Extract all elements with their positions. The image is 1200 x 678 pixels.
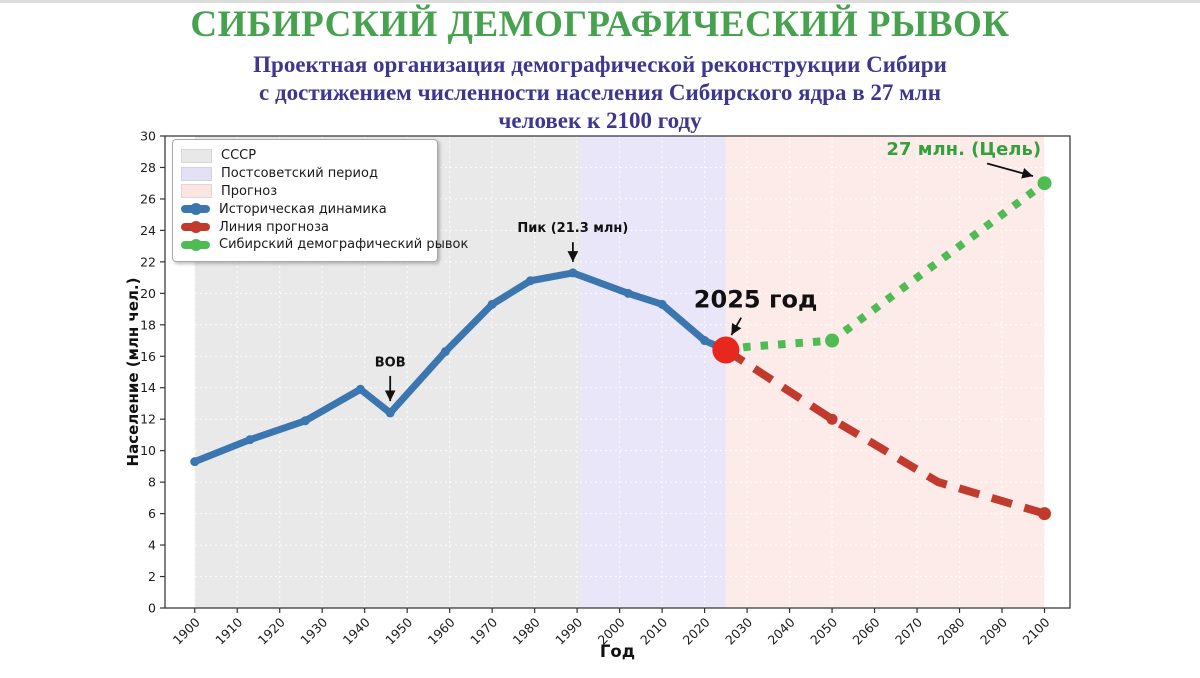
annotation-text-1: Пик (21.3 млн) [517, 221, 628, 236]
y-tick-label: 16 [140, 349, 156, 364]
legend-item-0: СССР [181, 147, 429, 165]
goal-line-2100-marker [1037, 176, 1052, 191]
annotation-text-0: ВОВ [375, 355, 406, 370]
annotation-arrow-2 [730, 317, 742, 336]
x-tick-label: 1970 [467, 614, 500, 647]
top-strip [0, 0, 1200, 3]
x-tick-label: 1910 [212, 614, 245, 647]
legend-label: Прогноз [221, 183, 278, 199]
annotation-text-3: 27 млн. (Цель) [886, 139, 1041, 160]
y-tick-label: 6 [148, 506, 156, 521]
annotations: ВОВ Пик (21.3 млн) 2025 год 27 млн. (Цель) [375, 139, 1041, 402]
x-tick-label: 2050 [807, 614, 840, 647]
x-tick-label: 2030 [722, 614, 755, 647]
legend-label: Сибирский демографический рывок [219, 237, 469, 253]
forecast-2100-marker [1038, 507, 1052, 521]
x-tick-label: 2020 [680, 614, 713, 647]
x-tick-label: 1990 [552, 614, 585, 647]
legend-label: Постсоветский период [221, 166, 378, 182]
x-tick-label: 2080 [935, 614, 968, 647]
x-tick-label: 2070 [892, 614, 925, 647]
x-tick-label: 1920 [255, 614, 288, 647]
legend-item-1: Постсоветский период [181, 165, 429, 183]
legend-item-3: Историческая динамика [181, 200, 429, 218]
legend-swatch-marker [189, 221, 202, 234]
legend-item-5: Сибирский демографический рывок [181, 236, 468, 254]
y-tick-label: 10 [140, 443, 156, 458]
chart-legend: СССР Постсоветский период Прогноз Историчес… [172, 139, 468, 262]
legend-item-4: Линия прогноза [181, 218, 429, 236]
legend-swatch [181, 203, 210, 216]
y-tick-label: 4 [148, 538, 156, 553]
axes [160, 135, 1071, 613]
x-axis-title: Год [600, 642, 635, 661]
y-tick-label: 26 [140, 191, 156, 206]
y-tick-label: 8 [148, 475, 156, 490]
y-tick-label: 22 [140, 254, 156, 269]
y-tick-label: 14 [140, 380, 156, 395]
region-2 [725, 136, 1045, 608]
annotation-arrow-3 [986, 162, 1034, 179]
y-tick-label: 0 [148, 601, 156, 616]
x-tick-label: 1960 [425, 614, 458, 647]
legend-label: Линия прогноза [219, 219, 329, 235]
x-tick-label: 2010 [637, 614, 670, 647]
subtitle-line-1: Проектная организация демографической ре… [253, 52, 947, 77]
page-subtitle: Проектная организация демографической ре… [0, 51, 1200, 135]
forecast-2050-marker [826, 413, 838, 425]
x-tick-label: 1950 [382, 614, 415, 647]
legend-label: СССР [221, 148, 257, 164]
x-tick-label: 1980 [510, 614, 543, 647]
subtitle-line-3: человек к 2100 году [498, 108, 702, 133]
y-tick-label: 2 [148, 569, 156, 584]
y-tick-label: 28 [140, 160, 156, 175]
legend-swatch [181, 148, 212, 163]
x-tick-label: 2040 [765, 614, 798, 647]
legend-label: Историческая динамика [219, 201, 387, 217]
series-line-1 [723, 346, 1046, 518]
y-tick-label: 30 [140, 129, 156, 144]
y-tick-label: 18 [140, 317, 156, 332]
year-2025-marker [712, 336, 740, 364]
y-tick-label: 24 [140, 223, 156, 238]
x-tick-label: 2060 [850, 614, 883, 647]
y-axis-title: Население (млн чел.) [124, 278, 142, 467]
region-1 [581, 136, 726, 608]
x-tick-label: 1900 [170, 614, 203, 647]
page-title: СИБИРСКИЙ ДЕМОГРАФИЧЕСКИЙ РЫВОК [190, 4, 1010, 45]
y-tick-label: 12 [140, 412, 156, 427]
x-tick-label: 2090 [977, 614, 1010, 647]
goal-line-2050-marker [825, 333, 840, 348]
legend-swatch [181, 184, 212, 199]
highlight-markers [712, 176, 1052, 521]
subtitle-line-2: с достижением численности населения Сиби… [259, 80, 941, 105]
y-tick-label: 20 [140, 286, 156, 301]
legend-item-2: Прогноз [181, 183, 429, 201]
legend-swatch-marker [189, 203, 202, 216]
legend-swatch [181, 238, 210, 251]
x-tick-label: 2100 [1020, 614, 1053, 647]
header: СИБИРСКИЙ ДЕМОГРАФИЧЕСКИЙ РЫВОК Проектна… [0, 3, 1200, 135]
legend-swatch [181, 221, 210, 234]
x-tick-label: 1930 [297, 614, 330, 647]
legend-swatch [181, 166, 212, 181]
x-tick-label: 1940 [340, 614, 373, 647]
annotation-text-2: 2025 год [694, 285, 818, 313]
legend-swatch-marker [189, 238, 202, 251]
